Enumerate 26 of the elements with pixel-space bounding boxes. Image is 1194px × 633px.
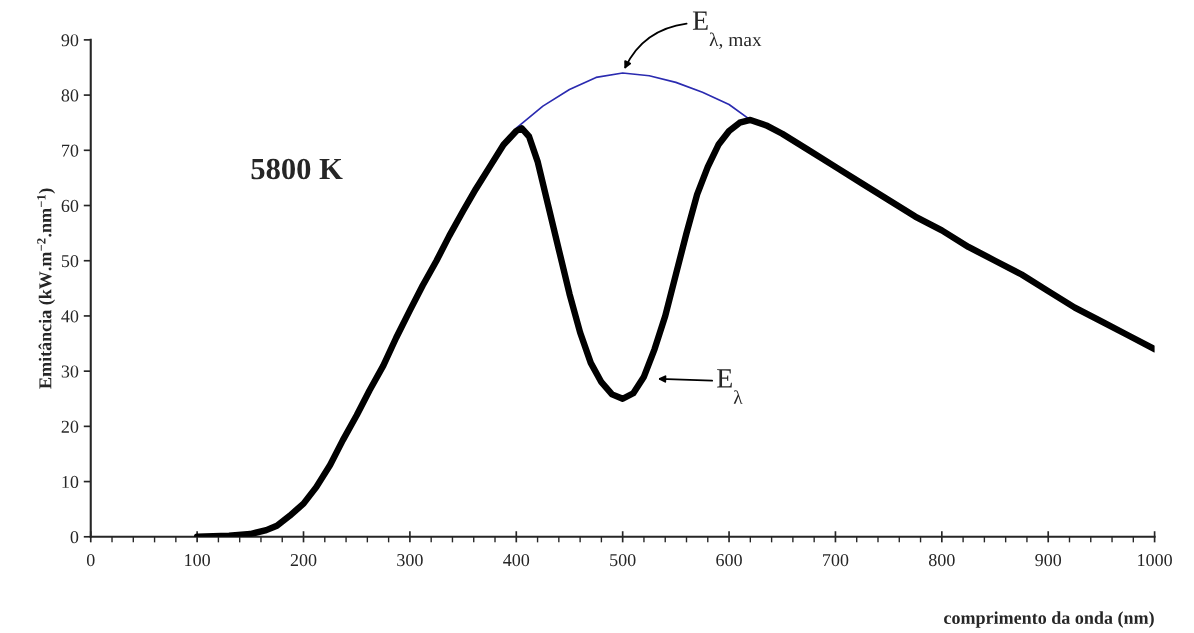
y-tick-label: 50 <box>61 254 79 268</box>
y-tick-label: 70 <box>62 144 79 157</box>
y-tick-label: 80 <box>61 89 79 102</box>
y-tick-label: 0 <box>70 531 79 544</box>
annotation: Eλ <box>717 369 743 404</box>
x-tick-label: 0 <box>86 553 95 567</box>
x-tick-label: 600 <box>716 553 742 567</box>
y-tick-label: 30 <box>61 365 79 378</box>
annotation: 5800 K <box>251 158 343 180</box>
x-tick-label: 700 <box>823 553 849 567</box>
x-axis-title: comprimento da onda (nm) <box>944 611 1154 628</box>
y-axis-title: Emitância (kW.m$^{−2}$.nm$^{−1}$) <box>37 188 56 389</box>
x-tick-label: 100 <box>185 553 210 567</box>
y-tick-label: 60 <box>61 199 79 212</box>
y-tick-label: 10 <box>62 475 79 489</box>
x-tick-label: 500 <box>610 553 636 567</box>
x-tick-label: 1000 <box>1138 553 1172 567</box>
y-tick-label: 40 <box>61 310 79 323</box>
x-tick-label: 400 <box>503 553 530 567</box>
x-tick-label: 300 <box>397 553 423 567</box>
y-tick-label: 90 <box>61 34 79 47</box>
y-tick-label: 20 <box>61 420 79 433</box>
x-tick-label: 900 <box>1035 553 1062 567</box>
x-tick-label: 200 <box>290 553 317 567</box>
annotation: Eλ, max <box>692 11 762 50</box>
x-tick-label: 800 <box>928 553 955 567</box>
